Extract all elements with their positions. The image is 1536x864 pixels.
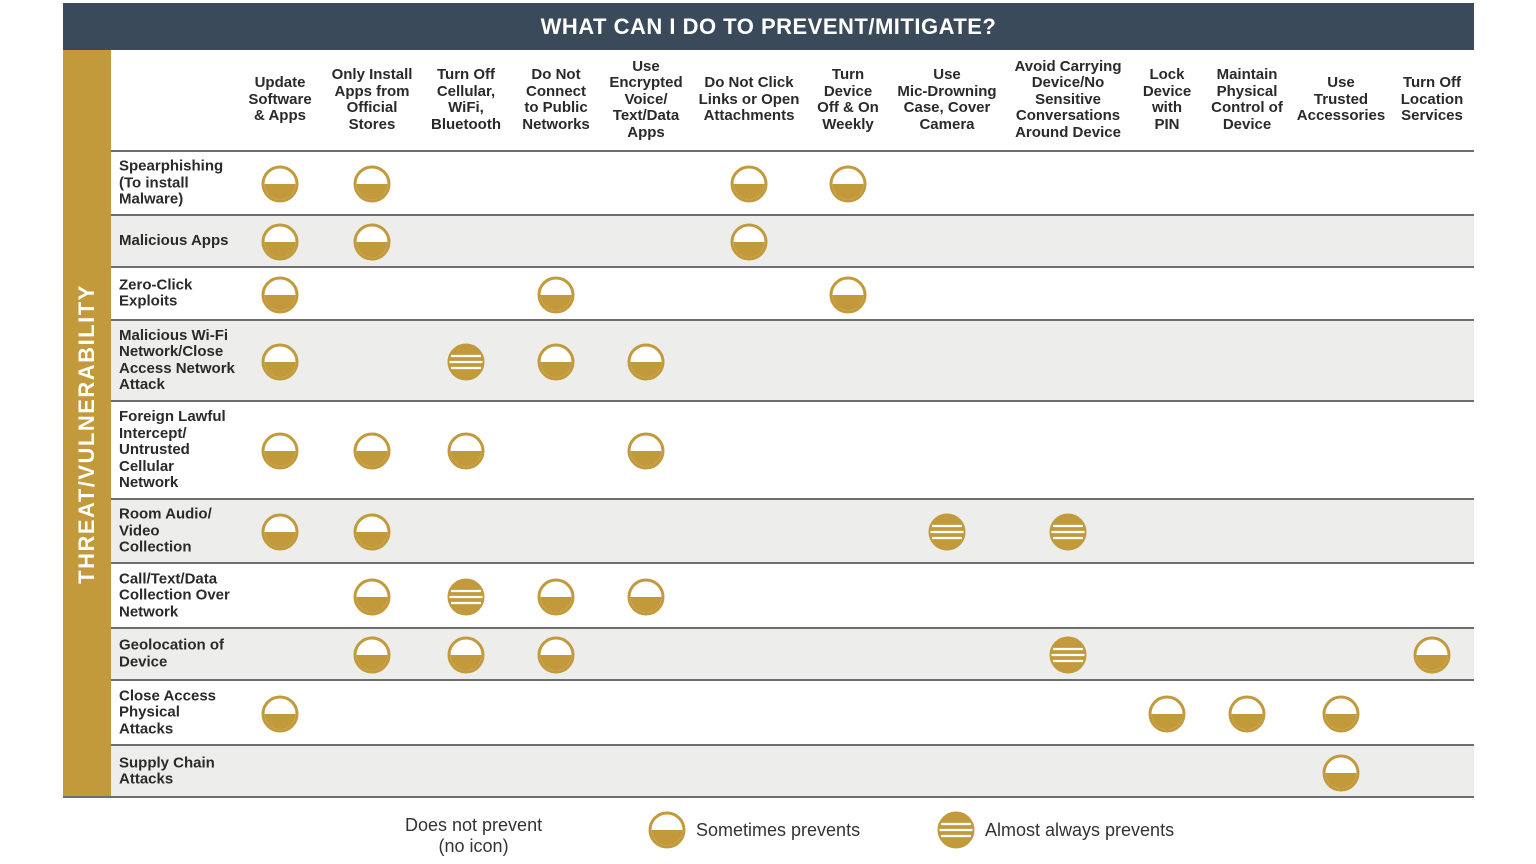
sometimes-prevents-icon bbox=[353, 636, 391, 674]
sometimes-prevents-icon bbox=[829, 276, 867, 313]
row-label: Zero-Click Exploits bbox=[119, 276, 193, 310]
column-header: Use Mic-Drowning Case, Cover Camera bbox=[897, 66, 997, 133]
sometimes-prevents-icon bbox=[627, 578, 665, 615]
table-row: Foreign Lawful Intercept/ Untrusted Cell… bbox=[111, 400, 1474, 498]
table-row: Malicious Wi-Fi Network/Close Access Net… bbox=[111, 319, 1474, 400]
sometimes-prevents-icon bbox=[261, 223, 299, 261]
sometimes-prevents-icon bbox=[829, 165, 867, 203]
sometimes-prevents-icon bbox=[537, 276, 575, 313]
table-row: Spearphishing (To install Malware) bbox=[111, 150, 1474, 214]
column-header: Avoid Carrying Device/No Sensitive Conve… bbox=[1014, 57, 1122, 141]
almost-always-prevents-icon bbox=[1049, 636, 1087, 674]
column-header: Do Not Connect to Public Networks bbox=[522, 66, 590, 133]
sometimes-prevents-icon bbox=[261, 432, 299, 470]
table-row: Room Audio/ Video Collection bbox=[111, 498, 1474, 562]
sometimes-prevents-icon bbox=[1413, 636, 1451, 674]
table-row: Malicious Apps bbox=[111, 214, 1474, 266]
sometimes-prevents-icon bbox=[261, 513, 299, 551]
side-label-bar bbox=[63, 50, 111, 797]
sometimes-prevents-icon bbox=[537, 636, 575, 674]
sometimes-prevents-icon bbox=[261, 276, 299, 313]
legend-almost-label: Almost always prevents bbox=[985, 820, 1175, 840]
sometimes-prevents-icon bbox=[353, 165, 391, 203]
row-label: Close Access Physical Attacks bbox=[119, 686, 217, 737]
row-label: Foreign Lawful Intercept/ Untrusted Cell… bbox=[119, 407, 226, 491]
row-label: Malicious Apps bbox=[119, 231, 229, 249]
column-header: Use Trusted Accessories bbox=[1296, 74, 1386, 125]
sometimes-prevents-icon bbox=[447, 636, 485, 674]
sometimes-prevents-icon bbox=[1228, 695, 1266, 732]
legend-sometimes-label: Sometimes prevents bbox=[696, 820, 861, 840]
almost-always-prevents-icon bbox=[447, 343, 485, 380]
almost-always-prevents-icon bbox=[937, 811, 975, 849]
sometimes-prevents-icon bbox=[730, 165, 768, 203]
column-header: Update Software & Apps bbox=[248, 74, 312, 125]
almost-always-prevents-icon bbox=[447, 578, 485, 615]
matrix-grid: Update Software & Apps Only Install Apps … bbox=[111, 50, 1474, 797]
row-label: Geolocation of Device bbox=[119, 636, 224, 670]
sometimes-prevents-icon bbox=[353, 432, 391, 470]
sometimes-prevents-icon bbox=[648, 811, 686, 849]
row-label: Spearphishing (To install Malware) bbox=[119, 157, 224, 208]
chart-title: WHAT CAN I DO TO PREVENT/MITIGATE? bbox=[63, 3, 1474, 50]
column-header: Only Install Apps from Official Stores bbox=[331, 66, 413, 133]
almost-always-prevents-icon bbox=[1049, 513, 1087, 551]
column-header: Lock Device with PIN bbox=[1142, 66, 1192, 133]
table-row: Geolocation of Device bbox=[111, 627, 1474, 679]
sometimes-prevents-icon bbox=[730, 223, 768, 261]
column-header: Use Encrypted Voice/ Text/Data Apps bbox=[609, 57, 683, 141]
row-label: Room Audio/ Video Collection bbox=[119, 505, 212, 556]
column-header: Turn Device Off & On Weekly bbox=[817, 66, 879, 133]
legend: Does not prevent (no icon) Sometimes pre… bbox=[0, 800, 1536, 864]
sometimes-prevents-icon bbox=[537, 578, 575, 615]
row-label: Supply Chain Attacks bbox=[119, 754, 215, 788]
sometimes-prevents-icon bbox=[353, 513, 391, 551]
sometimes-prevents-icon bbox=[261, 695, 299, 732]
sometimes-prevents-icon bbox=[627, 432, 665, 470]
row-label: Call/Text/Data Collection Over Network bbox=[119, 569, 230, 620]
sometimes-prevents-icon bbox=[353, 223, 391, 261]
sometimes-prevents-icon bbox=[627, 343, 665, 380]
column-header: Turn Off Cellular, WiFi, Bluetooth bbox=[431, 66, 501, 133]
sometimes-prevents-icon bbox=[1322, 754, 1360, 791]
sometimes-prevents-icon bbox=[1148, 695, 1186, 732]
side-label: THREAT/VULNERABILITY bbox=[74, 284, 99, 584]
table-row: Zero-Click Exploits bbox=[111, 266, 1474, 319]
table-row: Close Access Physical Attacks bbox=[111, 679, 1474, 744]
legend-none-label: Does not prevent (no icon) bbox=[405, 815, 543, 856]
row-label: Malicious Wi-Fi Network/Close Access Net… bbox=[119, 326, 235, 393]
sometimes-prevents-icon bbox=[261, 343, 299, 380]
column-header: Do Not Click Links or Open Attachments bbox=[698, 74, 800, 125]
column-header: Turn Off Location Services bbox=[1400, 74, 1464, 125]
sometimes-prevents-icon bbox=[1322, 695, 1360, 732]
bottom-rule bbox=[63, 796, 1474, 798]
table-row: Supply Chain Attacks bbox=[111, 744, 1474, 797]
almost-always-prevents-icon bbox=[928, 513, 966, 551]
column-header: Maintain Physical Control of Device bbox=[1211, 66, 1283, 133]
table-row: Call/Text/Data Collection Over Network bbox=[111, 562, 1474, 627]
sometimes-prevents-icon bbox=[447, 432, 485, 470]
sometimes-prevents-icon bbox=[261, 165, 299, 203]
sometimes-prevents-icon bbox=[353, 578, 391, 615]
sometimes-prevents-icon bbox=[537, 343, 575, 380]
